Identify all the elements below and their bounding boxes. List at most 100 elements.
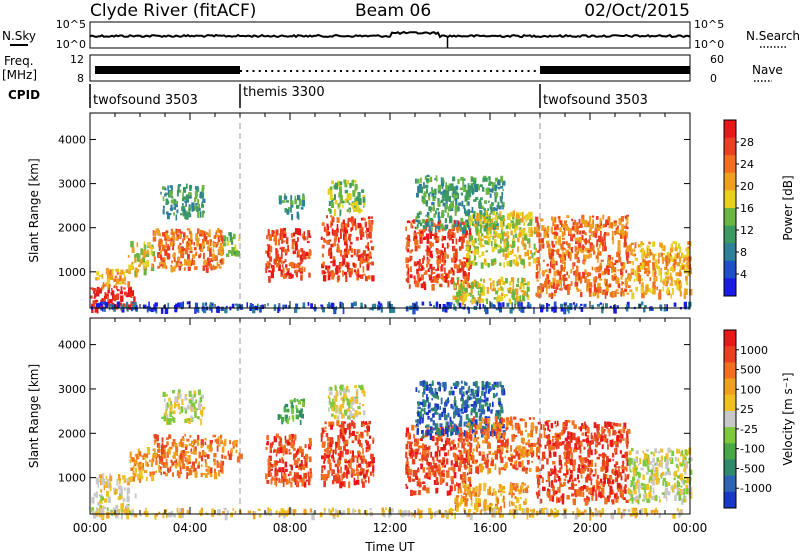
echo-cell bbox=[456, 456, 460, 460]
echo-cell bbox=[340, 433, 343, 438]
echo-cell bbox=[551, 248, 554, 255]
echo-cell bbox=[606, 219, 609, 226]
echo-cell bbox=[165, 230, 169, 233]
echo-cell bbox=[518, 489, 522, 495]
echo-cell bbox=[493, 287, 496, 291]
echo-cell bbox=[472, 490, 476, 493]
echo-cell bbox=[438, 450, 441, 457]
echo-cell bbox=[428, 275, 433, 281]
echo-cell bbox=[332, 263, 336, 267]
echo-cell bbox=[453, 232, 456, 239]
echo-cell bbox=[166, 252, 170, 260]
echo-cell bbox=[482, 284, 485, 291]
echo-cell bbox=[197, 403, 201, 411]
echo-cell bbox=[153, 256, 156, 262]
echo-cell bbox=[425, 214, 427, 217]
echo-cell bbox=[474, 419, 478, 426]
echo-cell bbox=[637, 274, 642, 282]
echo-cell bbox=[450, 460, 453, 466]
echo-cell bbox=[563, 254, 567, 261]
echo-cell bbox=[169, 406, 171, 412]
echo-cell bbox=[525, 251, 528, 257]
echo-cell bbox=[354, 410, 358, 416]
echo-cell bbox=[654, 253, 657, 256]
echo-cell bbox=[140, 248, 144, 256]
echo-cell bbox=[291, 246, 295, 250]
echo-cell bbox=[185, 202, 187, 207]
echo-cell bbox=[560, 303, 564, 308]
echo-cell bbox=[460, 398, 463, 402]
echo-cell bbox=[171, 260, 173, 264]
echo-cell bbox=[327, 470, 331, 474]
echo-cell bbox=[442, 478, 445, 482]
echo-cell bbox=[290, 401, 293, 405]
echo-cell bbox=[339, 481, 343, 489]
echo-cell bbox=[137, 462, 141, 468]
echo-cell bbox=[177, 392, 180, 400]
echo-cell bbox=[508, 252, 513, 255]
cpid-label: CPID bbox=[8, 88, 40, 102]
echo-cell bbox=[328, 407, 330, 412]
echo-cell bbox=[461, 200, 464, 207]
echo-cell bbox=[429, 228, 433, 236]
echo-cell bbox=[191, 202, 195, 209]
echo-cell bbox=[165, 402, 167, 410]
echo-cell bbox=[291, 400, 294, 408]
echo-cell bbox=[161, 416, 165, 419]
echo-cell bbox=[174, 451, 179, 456]
nave-label: Nave bbox=[752, 63, 783, 77]
echo-cell bbox=[421, 418, 424, 424]
echo-cell bbox=[188, 417, 191, 424]
echo-cell bbox=[670, 293, 672, 299]
echo-cell bbox=[513, 254, 517, 257]
echo-cell bbox=[478, 400, 482, 404]
echo-cell bbox=[465, 245, 469, 249]
echo-cell bbox=[231, 241, 234, 245]
echo-cell bbox=[469, 454, 473, 461]
echo-cell bbox=[161, 460, 164, 465]
echo-cell bbox=[194, 411, 197, 418]
echo-cell bbox=[411, 478, 416, 482]
echo-cell bbox=[668, 258, 671, 264]
echo-cell bbox=[681, 253, 684, 258]
echo-cell bbox=[621, 234, 624, 239]
echo-cell bbox=[132, 305, 136, 309]
echo-cell bbox=[514, 288, 519, 296]
echo-cell bbox=[96, 491, 98, 498]
echo-cell bbox=[321, 263, 325, 269]
echo-cell bbox=[473, 199, 477, 202]
echo-cell bbox=[288, 263, 292, 267]
echo-cell bbox=[441, 238, 443, 242]
echo-cell bbox=[170, 459, 173, 463]
echo-cell bbox=[231, 247, 235, 253]
echo-cell bbox=[341, 474, 343, 481]
echo-cell bbox=[186, 248, 189, 255]
echo-cell bbox=[421, 382, 424, 386]
echo-cell bbox=[166, 451, 169, 458]
echo-cell bbox=[284, 435, 287, 440]
echo-cell bbox=[406, 220, 411, 224]
echo-cell bbox=[282, 480, 285, 488]
echo-cell bbox=[437, 229, 441, 233]
echo-cell bbox=[581, 249, 585, 254]
echo-cell bbox=[300, 268, 303, 272]
echo-cell bbox=[291, 437, 294, 445]
echo-cell bbox=[463, 221, 467, 225]
echo-cell bbox=[321, 465, 325, 468]
echo-cell bbox=[175, 214, 178, 221]
echo-cell bbox=[188, 305, 191, 309]
echo-cell bbox=[332, 469, 335, 475]
echo-cell bbox=[336, 420, 340, 426]
echo-cell bbox=[598, 287, 601, 294]
echo-cell bbox=[417, 468, 420, 473]
echo-cell bbox=[164, 249, 168, 253]
echo-cell bbox=[487, 236, 491, 243]
echo-cell bbox=[442, 202, 446, 207]
echo-cell bbox=[142, 251, 147, 258]
echo-cell bbox=[126, 478, 130, 483]
echo-cell bbox=[96, 276, 100, 280]
echo-cell bbox=[490, 205, 493, 213]
echo-cell bbox=[370, 246, 374, 251]
echo-cell bbox=[414, 454, 417, 459]
echo-cell bbox=[322, 274, 327, 282]
